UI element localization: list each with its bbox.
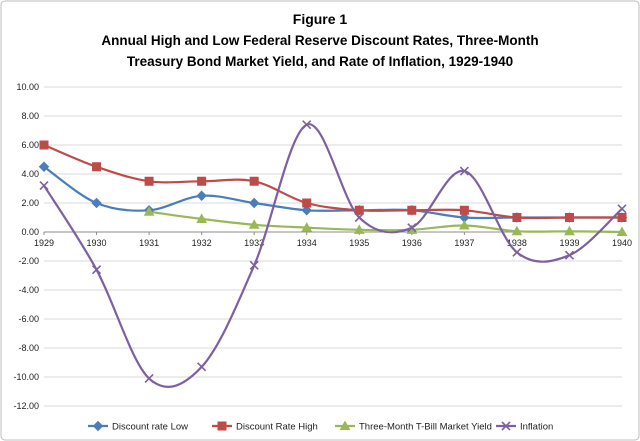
data-point bbox=[92, 420, 104, 432]
x-tick-label: 1930 bbox=[87, 238, 107, 248]
data-point bbox=[91, 197, 102, 209]
y-tick-label: -10.00 bbox=[13, 372, 39, 382]
data-point bbox=[143, 206, 155, 216]
data-point bbox=[459, 166, 469, 176]
x-tick-label: 1933 bbox=[244, 238, 264, 248]
data-point bbox=[339, 420, 351, 430]
y-tick-label: 2.00 bbox=[21, 198, 39, 208]
y-tick-label: 4.00 bbox=[21, 169, 39, 179]
data-point bbox=[353, 224, 365, 234]
chart-title: Figure 1 bbox=[293, 11, 348, 27]
y-tick-label: -2.00 bbox=[18, 256, 39, 266]
y-tick-label: 10.00 bbox=[16, 82, 39, 92]
x-tick-label: 1938 bbox=[507, 238, 527, 248]
y-tick-label: 8.00 bbox=[21, 111, 39, 121]
data-point bbox=[248, 197, 260, 209]
data-point bbox=[617, 213, 627, 222]
data-point bbox=[196, 190, 207, 201]
data-point bbox=[249, 176, 259, 186]
data-point bbox=[616, 226, 628, 236]
data-point bbox=[407, 223, 417, 233]
y-tick-label: 0.00 bbox=[21, 227, 39, 237]
y-tick-label: -8.00 bbox=[18, 343, 39, 353]
legend: Discount rate Low Discount Rate High Three… bbox=[88, 420, 553, 433]
x-tick-label: 1937 bbox=[454, 238, 474, 248]
series-line bbox=[148, 210, 623, 234]
x-tick-label: 1936 bbox=[402, 238, 422, 248]
legend-item: Three-Month T-Bill Market Yield bbox=[335, 420, 492, 433]
data-point bbox=[617, 204, 627, 214]
x-tick-label: 1935 bbox=[349, 238, 369, 248]
data-point bbox=[197, 362, 207, 372]
x-tick-label: 1934 bbox=[297, 238, 317, 248]
legend-label: Discount Rate High bbox=[236, 422, 318, 433]
legend-label: Inflation bbox=[520, 422, 553, 433]
data-point bbox=[301, 205, 312, 216]
data-point bbox=[217, 421, 227, 431]
chart-subtitle-line-2: Treasury Bond Market Yield, and Rate of … bbox=[127, 54, 513, 69]
data-point bbox=[511, 225, 523, 236]
data-point bbox=[564, 250, 575, 260]
series-markers bbox=[38, 120, 628, 384]
data-point bbox=[249, 260, 259, 270]
x-axis-ticks: 1929 1930 1931 1932 1933 1934 1935 1936 1937 1938… bbox=[34, 232, 632, 248]
data-point bbox=[302, 120, 312, 130]
data-point bbox=[196, 213, 207, 223]
data-point bbox=[459, 205, 469, 215]
data-point bbox=[564, 225, 575, 236]
data-point bbox=[197, 176, 207, 186]
x-tick-label: 1940 bbox=[612, 238, 632, 248]
data-point bbox=[512, 247, 522, 257]
y-tick-label: -12.00 bbox=[13, 401, 39, 411]
legend-item: Discount Rate High bbox=[212, 421, 318, 433]
chart-subtitle-line-1: Annual High and Low Federal Reserve Disc… bbox=[101, 33, 538, 48]
y-tick-label: -4.00 bbox=[18, 285, 39, 295]
data-point bbox=[92, 162, 102, 172]
data-point bbox=[248, 219, 260, 229]
data-point bbox=[564, 213, 574, 222]
data-point bbox=[38, 161, 50, 172]
data-point bbox=[144, 373, 154, 384]
legend-label: Discount rate Low bbox=[112, 422, 188, 433]
data-point bbox=[39, 140, 49, 150]
legend-item: Discount rate Low bbox=[88, 420, 188, 433]
y-tick-label: -6.00 bbox=[18, 314, 39, 324]
data-point bbox=[144, 176, 154, 186]
legend-label: Three-Month T-Bill Market Yield bbox=[359, 422, 492, 433]
data-point bbox=[301, 222, 313, 232]
y-axis-ticks: 10.00 8.00 6.00 4.00 2.00 0.00 -2.00 -4.00 -6.00… bbox=[13, 82, 39, 411]
x-tick-label: 1931 bbox=[139, 238, 159, 248]
x-tick-label: 1929 bbox=[34, 238, 54, 248]
data-point bbox=[354, 212, 364, 223]
x-tick-label: 1932 bbox=[192, 238, 212, 248]
x-tick-label: 1939 bbox=[559, 238, 579, 248]
data-point bbox=[459, 219, 470, 230]
data-point bbox=[407, 205, 417, 215]
data-point bbox=[91, 265, 102, 275]
data-point bbox=[39, 181, 49, 191]
y-gridlines bbox=[44, 86, 622, 407]
data-point bbox=[302, 198, 312, 208]
series-marker-group bbox=[39, 120, 627, 384]
data-point bbox=[354, 205, 364, 215]
series-marker-group bbox=[39, 140, 627, 222]
legend-item: Inflation bbox=[496, 421, 553, 433]
data-point bbox=[501, 421, 511, 431]
data-point bbox=[512, 213, 522, 222]
y-tick-label: 6.00 bbox=[21, 140, 39, 150]
